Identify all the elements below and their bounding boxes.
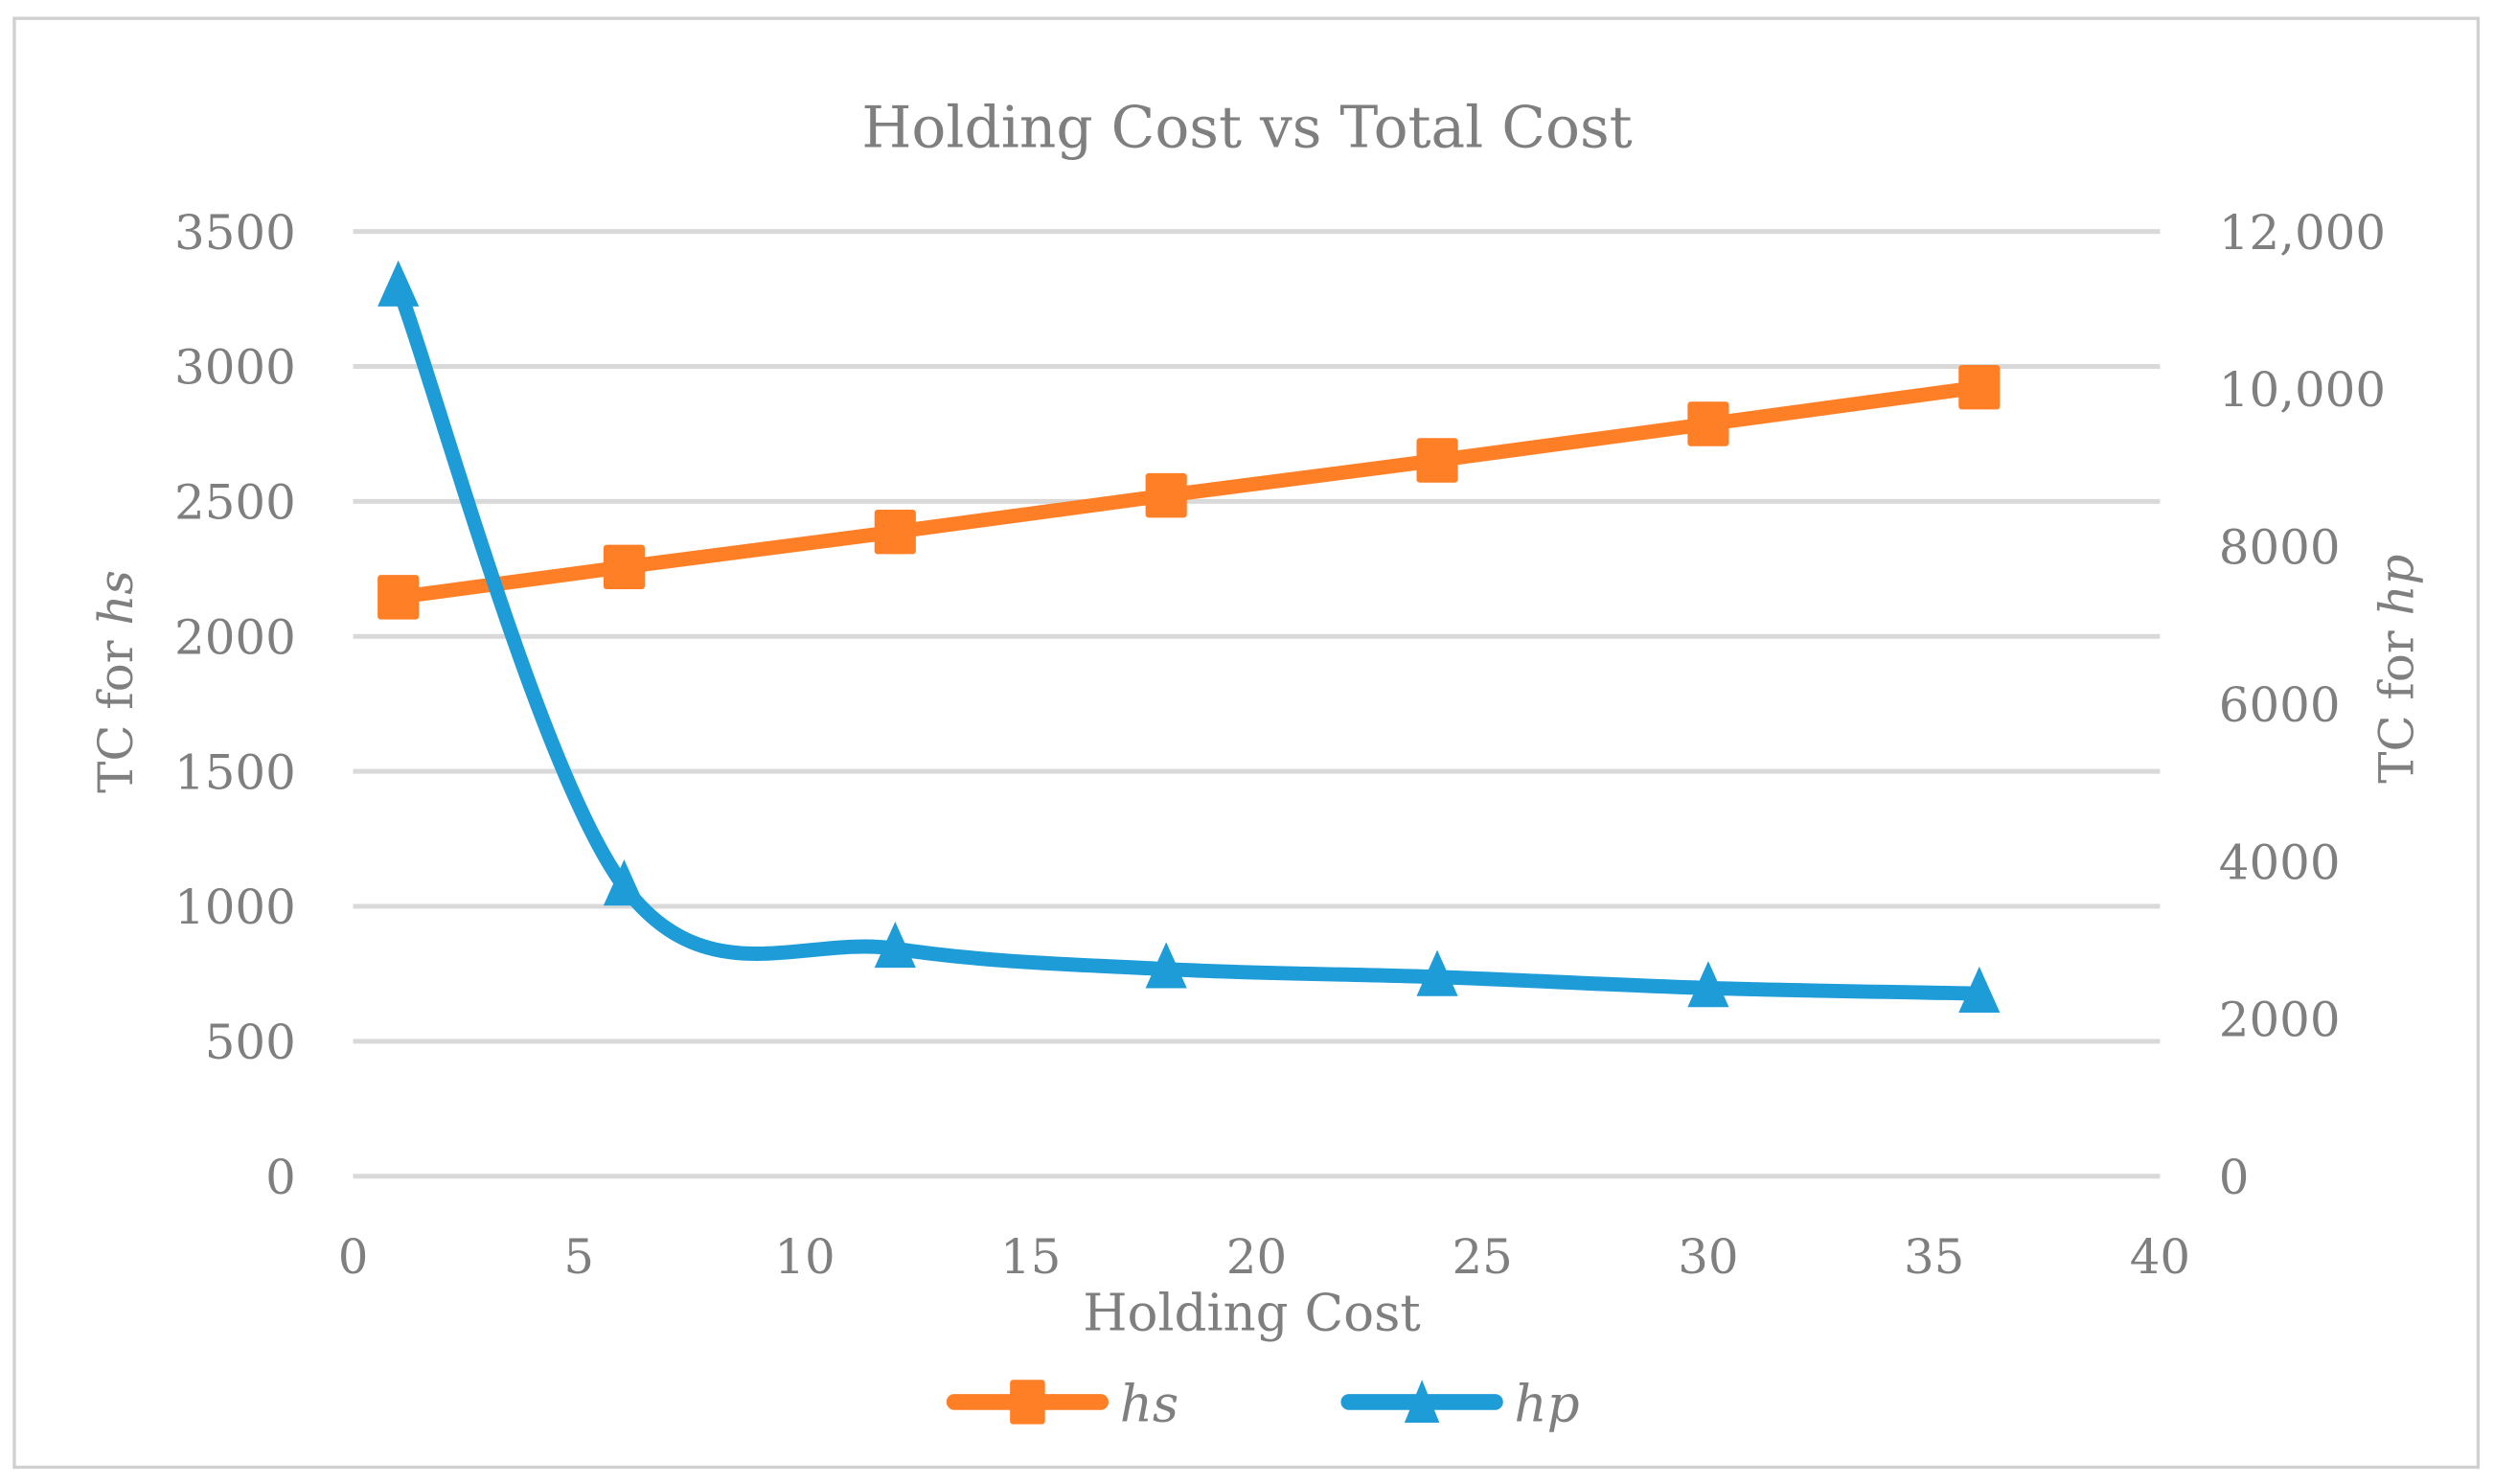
x-tick-label: 0: [338, 1229, 369, 1285]
legend-item-hs[interactable]: hs: [946, 1374, 1178, 1433]
data-point-hp: [378, 260, 420, 307]
x-tick-label: 30: [1678, 1229, 1738, 1285]
y-right-tick-label: 0: [2219, 1150, 2250, 1205]
x-tick-label: 10: [774, 1229, 835, 1285]
data-point-hp: [1958, 966, 2001, 1013]
y-left-tick-label: 500: [205, 1015, 296, 1070]
y-axis-label-right: TC for hp: [2368, 555, 2424, 784]
y-right-tick-label: 12,000: [2219, 205, 2386, 261]
series-layer: [378, 260, 2001, 1013]
y-left-tick-label: 2500: [174, 475, 296, 531]
legend-label-hp: hp: [1514, 1374, 1579, 1433]
legend-item-hp[interactable]: hp: [1340, 1374, 1580, 1433]
data-point-hp: [1145, 942, 1187, 989]
data-point-hs: [874, 509, 916, 555]
x-axis-label: Holding Cost: [1083, 1284, 1421, 1343]
data-point-hs: [603, 544, 645, 590]
data-point-hs: [378, 575, 420, 620]
x-tick-label: 15: [1000, 1229, 1061, 1285]
data-point-hs: [1958, 364, 2001, 410]
gridlines: [353, 229, 2161, 1179]
y-left-tick-label: 1500: [174, 744, 296, 800]
data-point-hp: [1416, 949, 1458, 996]
y-right-tick-label: 4000: [2219, 834, 2341, 890]
data-point-hp: [874, 921, 916, 969]
legend: hs hp: [946, 1374, 1580, 1433]
tick-labels: 0 500 1000 1500 2000 2500 3000 3500 0 2000 4000 600…: [174, 205, 2386, 1285]
x-tick-label: 20: [1226, 1229, 1287, 1285]
legend-square-marker: [1010, 1380, 1045, 1425]
legend-label-hs: hs: [1120, 1374, 1178, 1433]
data-point-hs: [1145, 472, 1187, 518]
data-point-hp: [1687, 961, 1729, 1008]
y-left-tick-label: 2000: [174, 609, 296, 665]
y-right-tick-label: 6000: [2219, 677, 2341, 733]
x-tick-label: 25: [1453, 1229, 1513, 1285]
y-left-tick-label: 0: [265, 1150, 296, 1205]
data-point-hs: [1416, 438, 1458, 483]
x-tick-label: 40: [2130, 1229, 2190, 1285]
data-point-hs: [1687, 401, 1729, 446]
y-left-tick-label: 1000: [174, 879, 296, 935]
y-right-tick-label: 8000: [2219, 520, 2341, 576]
y-axis-label-left: TC for hs: [88, 570, 144, 793]
y-left-tick-label: 3500: [174, 205, 296, 261]
x-tick-label: 35: [1904, 1229, 1964, 1285]
y-left-tick-label: 3000: [174, 340, 296, 396]
data-point-hp: [603, 859, 645, 906]
chart-border: [12, 16, 2481, 1470]
chart-title: Holding Cost vs Total Cost: [861, 96, 1632, 162]
series-line-hp: [391, 280, 1987, 1001]
x-tick-label: 5: [563, 1229, 594, 1285]
legend-triangle-marker: [1404, 1380, 1440, 1424]
y-right-tick-label: 2000: [2219, 993, 2341, 1048]
y-right-tick-label: 10,000: [2219, 362, 2386, 418]
